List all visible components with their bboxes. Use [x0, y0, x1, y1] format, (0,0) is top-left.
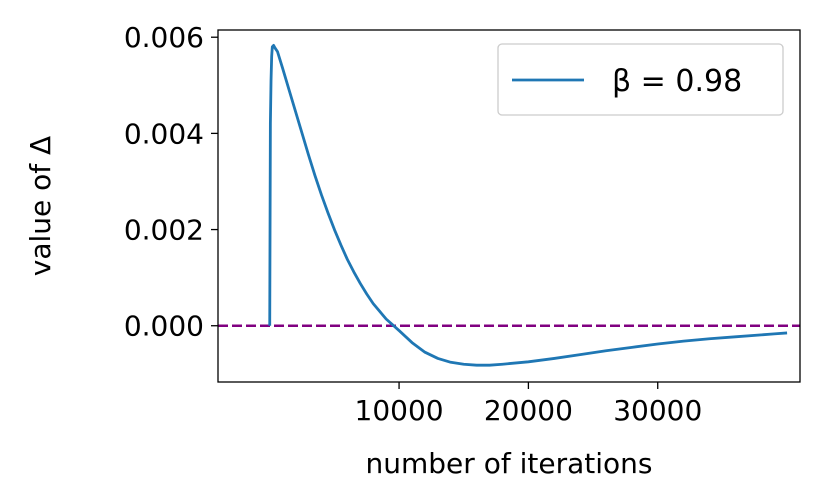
x-axis-label: number of iterations — [366, 447, 653, 480]
series-line — [268, 43, 788, 367]
y-axis-label: value of Δ — [24, 136, 57, 276]
plot-area — [218, 43, 800, 367]
legend-box — [497, 43, 784, 116]
y-tick-label: 0.006 — [124, 21, 204, 54]
y-axis-ticks: 0.000 0.002 0.004 0.006 — [124, 21, 218, 343]
y-tick-label: 0.000 — [124, 310, 204, 343]
legend-label: β = 0.98 — [612, 64, 742, 99]
x-tick-label: 20000 — [484, 394, 573, 427]
x-tick-label: 30000 — [613, 394, 702, 427]
y-tick-label: 0.002 — [124, 214, 204, 247]
axes-frame — [217, 29, 801, 383]
y-tick-label: 0.004 — [124, 117, 204, 150]
legend: β = 0.98 — [497, 43, 784, 116]
x-axis-ticks: 10000 20000 30000 — [355, 382, 702, 427]
x-tick-label: 10000 — [355, 394, 444, 427]
